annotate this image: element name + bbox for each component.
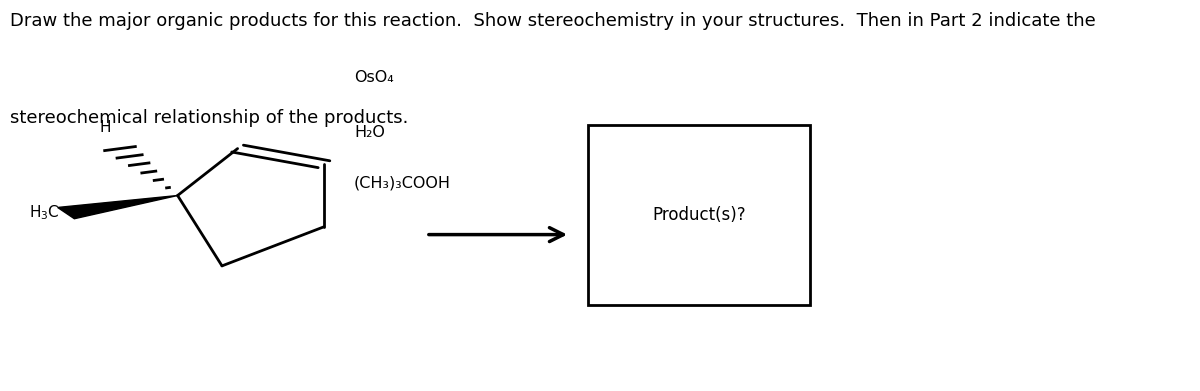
Bar (588, 125, 810, 305)
Text: H: H (100, 120, 112, 135)
Text: stereochemical relationship of the products.: stereochemical relationship of the produ… (10, 109, 408, 127)
Text: Draw the major organic products for this reaction.  Show stereochemistry in your: Draw the major organic products for this… (10, 12, 1096, 30)
Text: H$_3$C: H$_3$C (29, 204, 60, 222)
Text: OsO₄: OsO₄ (354, 70, 394, 85)
Text: Product(s)?: Product(s)? (652, 206, 746, 224)
Text: H₂O: H₂O (354, 125, 385, 140)
Text: (CH₃)₃COOH: (CH₃)₃COOH (354, 176, 451, 191)
Polygon shape (58, 196, 178, 219)
